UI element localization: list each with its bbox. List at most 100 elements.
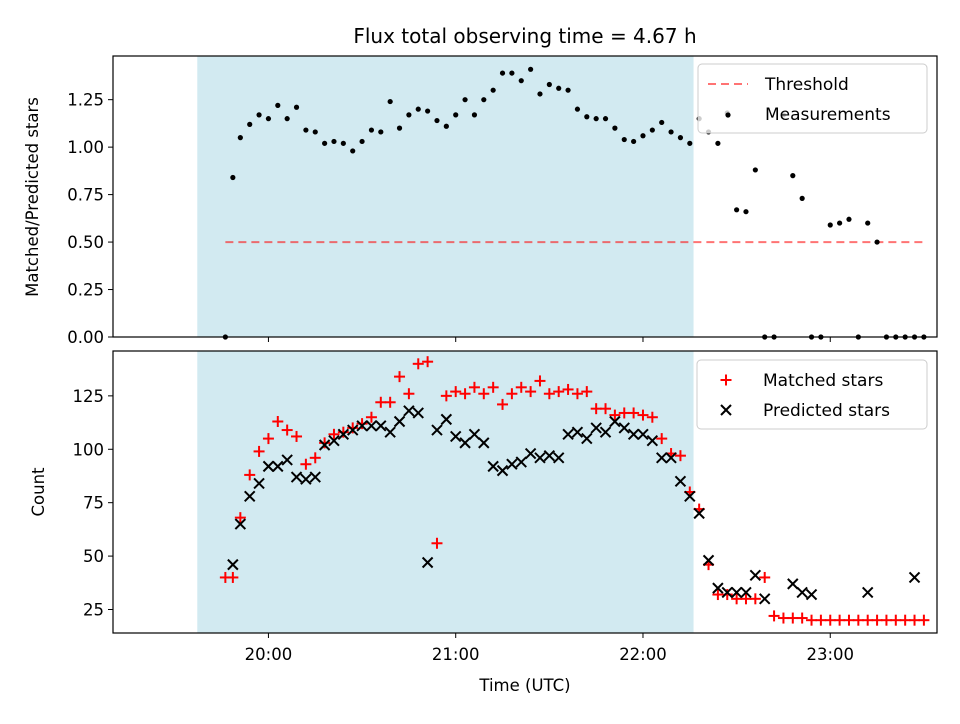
- matched-star-point: [825, 615, 836, 626]
- measurement-point: [603, 116, 608, 121]
- x-tick-label: 20:00: [245, 645, 293, 664]
- legend-measurements-swatch: [725, 112, 730, 117]
- predicted-star-point: [910, 572, 920, 582]
- top-y-tick-label: 1.00: [67, 138, 104, 157]
- measurement-point: [294, 105, 299, 110]
- top-panel: 0.00 0.25 0.50 0.75 1.00 1.25 Threshold Measure…: [67, 56, 960, 347]
- measurement-point: [743, 209, 748, 214]
- top-y-tick-label: 0.25: [67, 281, 104, 300]
- measurement-point: [500, 70, 505, 75]
- measurement-point: [491, 88, 496, 93]
- chart-title: Flux total observing time = 4.67 h: [353, 24, 696, 48]
- top-y-axis-label: Matched/Predicted stars: [23, 97, 42, 297]
- matched-star-point: [722, 589, 733, 600]
- top-y-tick-label: 0.00: [67, 328, 104, 347]
- measurement-point: [846, 217, 851, 222]
- measurement-point: [453, 112, 458, 117]
- matched-star-point: [834, 615, 845, 626]
- measurement-point: [378, 129, 383, 134]
- predicted-star-point: [807, 590, 817, 600]
- x-axis-label: Time (UTC): [478, 676, 570, 695]
- measurement-point: [828, 222, 833, 227]
- measurement-point: [322, 141, 327, 146]
- measurement-point: [650, 127, 655, 132]
- legend-matched-label: Matched stars: [763, 371, 883, 391]
- bottom-y-axis-label: Count: [29, 467, 48, 517]
- measurement-point: [509, 70, 514, 75]
- x-tick-label: 21:00: [432, 645, 480, 664]
- measurement-point: [537, 91, 542, 96]
- legend-measurements-label: Measurements: [765, 105, 891, 125]
- measurement-point: [425, 108, 430, 113]
- measurement-point: [266, 116, 271, 121]
- measurement-point: [247, 122, 252, 127]
- top-y-tick-label: 1.25: [67, 91, 104, 110]
- measurement-point: [416, 107, 421, 112]
- matched-star-point: [815, 615, 826, 626]
- bottom-y-tick-label: 100: [73, 440, 105, 459]
- measurement-point: [668, 129, 673, 134]
- measurement-point: [687, 141, 692, 146]
- measurement-point: [313, 129, 318, 134]
- matched-star-point: [909, 615, 920, 626]
- measurement-point: [659, 120, 664, 125]
- matched-star-point: [778, 613, 789, 624]
- matched-star-point: [787, 613, 798, 624]
- legend-threshold-label: Threshold: [764, 75, 849, 95]
- measurement-point: [631, 139, 636, 144]
- measurement-point: [865, 220, 870, 225]
- measurement-point: [350, 148, 355, 153]
- measurement-point: [874, 239, 879, 244]
- measurement-point: [434, 118, 439, 123]
- measurement-point: [369, 127, 374, 132]
- measurement-point: [715, 141, 720, 146]
- top-y-tick-label: 0.50: [67, 233, 104, 252]
- measurement-point: [406, 112, 411, 117]
- measurement-point: [331, 139, 336, 144]
- matched-star-point: [750, 593, 761, 604]
- measurement-point: [230, 175, 235, 180]
- top-observing-span: [197, 56, 693, 337]
- x-tick-label: 22:00: [619, 645, 667, 664]
- top-y-tick-label: 0.75: [67, 186, 104, 205]
- measurement-point: [528, 67, 533, 72]
- matched-star-point: [918, 615, 929, 626]
- matched-star-point: [806, 615, 817, 626]
- matched-star-point: [843, 615, 854, 626]
- bottom-y-tick-label: 50: [83, 547, 104, 566]
- bottom-y-tick-label: 125: [73, 387, 105, 406]
- measurement-point: [612, 126, 617, 131]
- matched-star-point: [881, 615, 892, 626]
- measurement-point: [622, 137, 627, 142]
- matched-star-point: [872, 615, 883, 626]
- measurement-point: [303, 127, 308, 132]
- measurement-point: [594, 116, 599, 121]
- bottom-panel: 25507510012520:0021:0022:0023:0000:0001:…: [73, 351, 960, 664]
- predicted-star-point: [788, 579, 798, 589]
- bottom-y-tick-label: 25: [83, 601, 104, 620]
- measurement-point: [753, 167, 758, 172]
- matched-star-point: [759, 572, 770, 583]
- matched-star-point: [890, 615, 901, 626]
- matched-star-point: [797, 613, 808, 624]
- measurement-point: [359, 139, 364, 144]
- measurement-point: [519, 78, 524, 83]
- predicted-star-point: [750, 570, 760, 580]
- measurement-point: [547, 82, 552, 87]
- measurement-point: [800, 196, 805, 201]
- measurement-point: [556, 86, 561, 91]
- measurement-point: [565, 88, 570, 93]
- measurement-point: [472, 112, 477, 117]
- measurement-point: [238, 135, 243, 140]
- predicted-star-point: [760, 594, 770, 604]
- top-legend: Threshold Measurements: [698, 64, 927, 133]
- matched-star-point: [853, 615, 864, 626]
- measurement-point: [584, 114, 589, 119]
- measurement-point: [341, 141, 346, 146]
- measurement-point: [275, 103, 280, 108]
- measurement-point: [462, 97, 467, 102]
- measurement-point: [388, 99, 393, 104]
